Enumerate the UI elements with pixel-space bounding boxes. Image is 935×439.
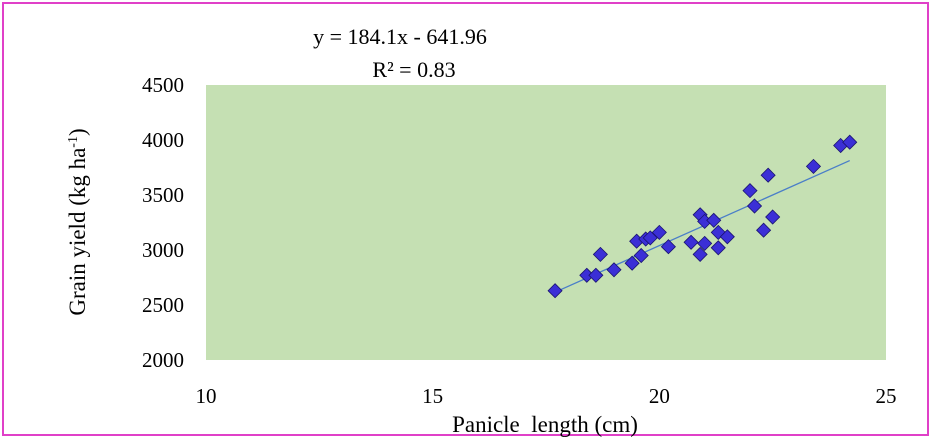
data-point	[765, 209, 781, 225]
y-tick-label: 2000	[142, 348, 184, 372]
x-tick-labels: 10 15 20 25	[196, 384, 897, 408]
y-axis-title: Grain yield (kg ha-1)	[65, 128, 90, 315]
x-tick-label: 10	[196, 384, 217, 408]
y-tick-label: 4500	[142, 73, 184, 97]
x-axis-title: Panicle length (cm)	[452, 412, 638, 437]
trendline-equation: y = 184.1x - 641.96	[313, 24, 487, 49]
data-point	[760, 167, 776, 183]
data-point	[651, 224, 667, 240]
data-point	[742, 183, 758, 199]
data-point	[660, 239, 676, 255]
data-point	[697, 235, 713, 251]
data-point	[746, 198, 763, 214]
x-tick-label: 25	[876, 384, 897, 408]
data-point	[756, 222, 772, 238]
y-axis-title-superscript: -1	[66, 136, 81, 148]
x-tick-label: 20	[649, 384, 670, 408]
y-axis-title-close: )	[65, 128, 90, 136]
data-point	[606, 262, 622, 278]
y-tick-label: 3000	[142, 238, 184, 262]
data-point	[633, 247, 649, 264]
data-point	[624, 255, 640, 271]
data-point	[719, 229, 735, 245]
y-tick-labels: 2000 2500 3000 3500 4000 4500	[142, 73, 184, 372]
data-point	[642, 230, 658, 246]
data-point	[710, 240, 726, 256]
data-point	[592, 246, 608, 262]
data-point	[683, 234, 699, 250]
data-point	[706, 212, 722, 228]
y-tick-label: 4000	[142, 128, 184, 152]
x-tick-label: 15	[422, 384, 443, 408]
data-point	[547, 283, 563, 299]
data-point	[842, 134, 858, 150]
plot-area	[206, 85, 886, 360]
r-squared-label: R² = 0.83	[372, 57, 455, 82]
y-axis-title-main: Grain yield (kg ha	[65, 148, 90, 316]
y-tick-label: 3500	[142, 183, 184, 207]
data-point	[805, 158, 822, 174]
y-tick-label: 2500	[142, 293, 184, 317]
data-points-layer	[547, 134, 858, 299]
data-point	[692, 246, 708, 262]
data-point	[588, 267, 604, 283]
